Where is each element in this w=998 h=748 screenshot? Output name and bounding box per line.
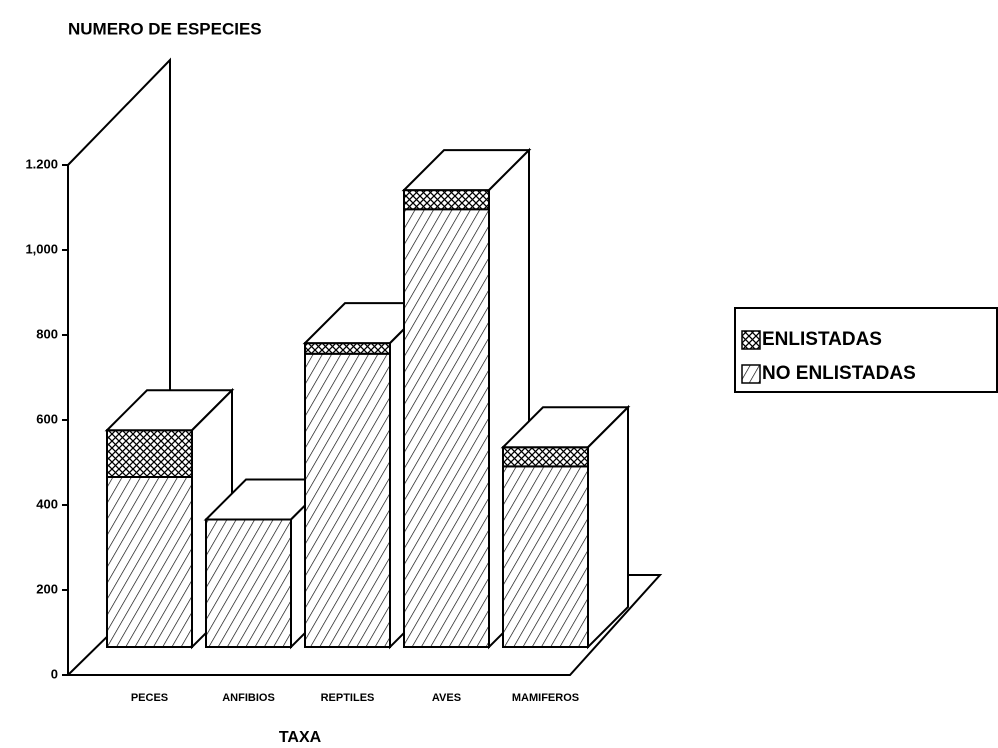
x-tick-label: PECES <box>131 692 168 704</box>
legend-box <box>734 307 998 393</box>
y-tick-label: 600 <box>36 411 58 426</box>
bar-segment <box>304 352 391 648</box>
bar-segment <box>106 476 193 648</box>
y-tick-label: 400 <box>36 496 58 511</box>
x-tick-label: ANFIBIOS <box>222 692 275 704</box>
bar-segment <box>205 518 292 648</box>
bar-segment <box>403 189 490 211</box>
legend-label: ENLISTADAS <box>762 329 882 350</box>
x-tick-label: REPTILES <box>321 692 375 704</box>
legend-label: NO ENLISTADAS <box>762 363 916 384</box>
x-tick-label: MAMIFEROS <box>512 692 579 704</box>
y-tick-label: 1,000 <box>25 241 58 256</box>
y-tick-label: 200 <box>36 581 58 596</box>
bar-side <box>587 404 629 650</box>
legend-swatch <box>741 330 761 350</box>
bar-segment <box>502 446 589 468</box>
bar-segment <box>502 465 589 648</box>
bar-segment <box>106 429 193 478</box>
y-tick-label: 1.200 <box>25 156 58 171</box>
bar-segment <box>403 208 490 648</box>
x-tick-label: AVES <box>432 692 461 704</box>
legend-swatch <box>741 364 761 384</box>
chart-title: NUMERO DE ESPECIES <box>68 19 262 38</box>
y-tick-label: 800 <box>36 326 58 341</box>
y-tick-label: 0 <box>51 666 58 681</box>
x-axis-title: TAXA <box>279 729 322 746</box>
bar-segment <box>304 342 391 355</box>
